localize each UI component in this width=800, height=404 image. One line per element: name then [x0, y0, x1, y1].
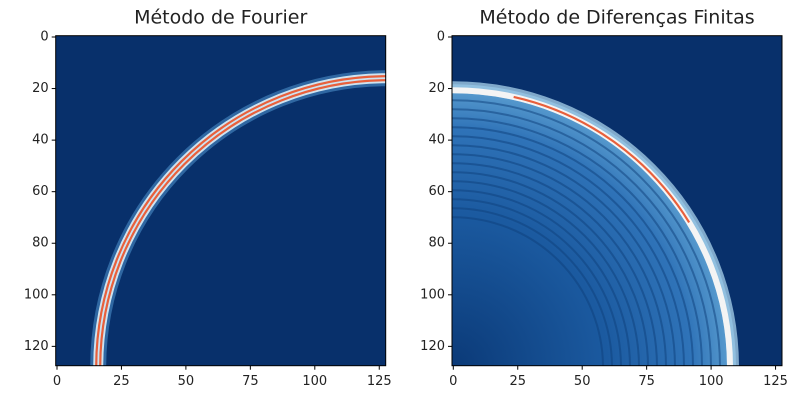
- y-tick-label: 60: [428, 184, 445, 199]
- ripple: [452, 108, 712, 366]
- image: [55, 35, 386, 366]
- ripple: [452, 216, 604, 366]
- ripple: [452, 153, 667, 366]
- ripple: [452, 117, 703, 366]
- y-tick-label: 20: [428, 81, 445, 96]
- axes-frame: [55, 35, 387, 367]
- x-tick-label: 25: [509, 374, 526, 389]
- ripple: [452, 180, 640, 366]
- wave-edge: [452, 87, 733, 366]
- y-tick-label: 80: [32, 236, 49, 251]
- y-tick-label: 60: [32, 184, 49, 199]
- x-tick-label: 0: [449, 374, 457, 389]
- x-tick-label: 125: [367, 374, 392, 389]
- ripple: [452, 207, 613, 366]
- ripple: [452, 198, 622, 366]
- x-tick-label: 75: [242, 374, 259, 389]
- wave-interior: [452, 84, 736, 366]
- ripple: [452, 189, 631, 366]
- y-tick-label: 40: [428, 133, 445, 148]
- y-tick-label: 120: [420, 339, 445, 354]
- y-tick-label: 20: [32, 81, 49, 96]
- ripple: [452, 126, 694, 366]
- y-tick-label: 100: [420, 287, 445, 302]
- y-tick-label: 100: [24, 287, 49, 302]
- y-tick-label: 40: [32, 133, 49, 148]
- x-tick-label: 125: [763, 374, 788, 389]
- wave-core: [513, 95, 691, 223]
- y-tick-label: 0: [40, 29, 48, 44]
- ripple: [452, 162, 658, 366]
- x-tick-label: 75: [638, 374, 655, 389]
- x-tick-label: 50: [574, 374, 591, 389]
- ripple: [452, 99, 721, 366]
- x-tick-label: 25: [113, 374, 130, 389]
- ripple: [452, 135, 685, 366]
- axes-frame: [451, 35, 783, 367]
- ripple: [452, 144, 676, 366]
- y-tick-label: 80: [428, 236, 445, 251]
- chart-title: Método de Diferenças Finitas: [479, 7, 754, 29]
- y-tick-label: 120: [24, 339, 49, 354]
- chart-title: Método de Fourier: [134, 7, 307, 29]
- ripple: [452, 171, 649, 366]
- y-tick-label: 0: [437, 29, 445, 44]
- x-tick-label: 100: [302, 374, 327, 389]
- x-tick-label: 50: [178, 374, 195, 389]
- x-tick-label: 100: [699, 374, 724, 389]
- x-tick-label: 0: [53, 374, 61, 389]
- image: [452, 35, 782, 366]
